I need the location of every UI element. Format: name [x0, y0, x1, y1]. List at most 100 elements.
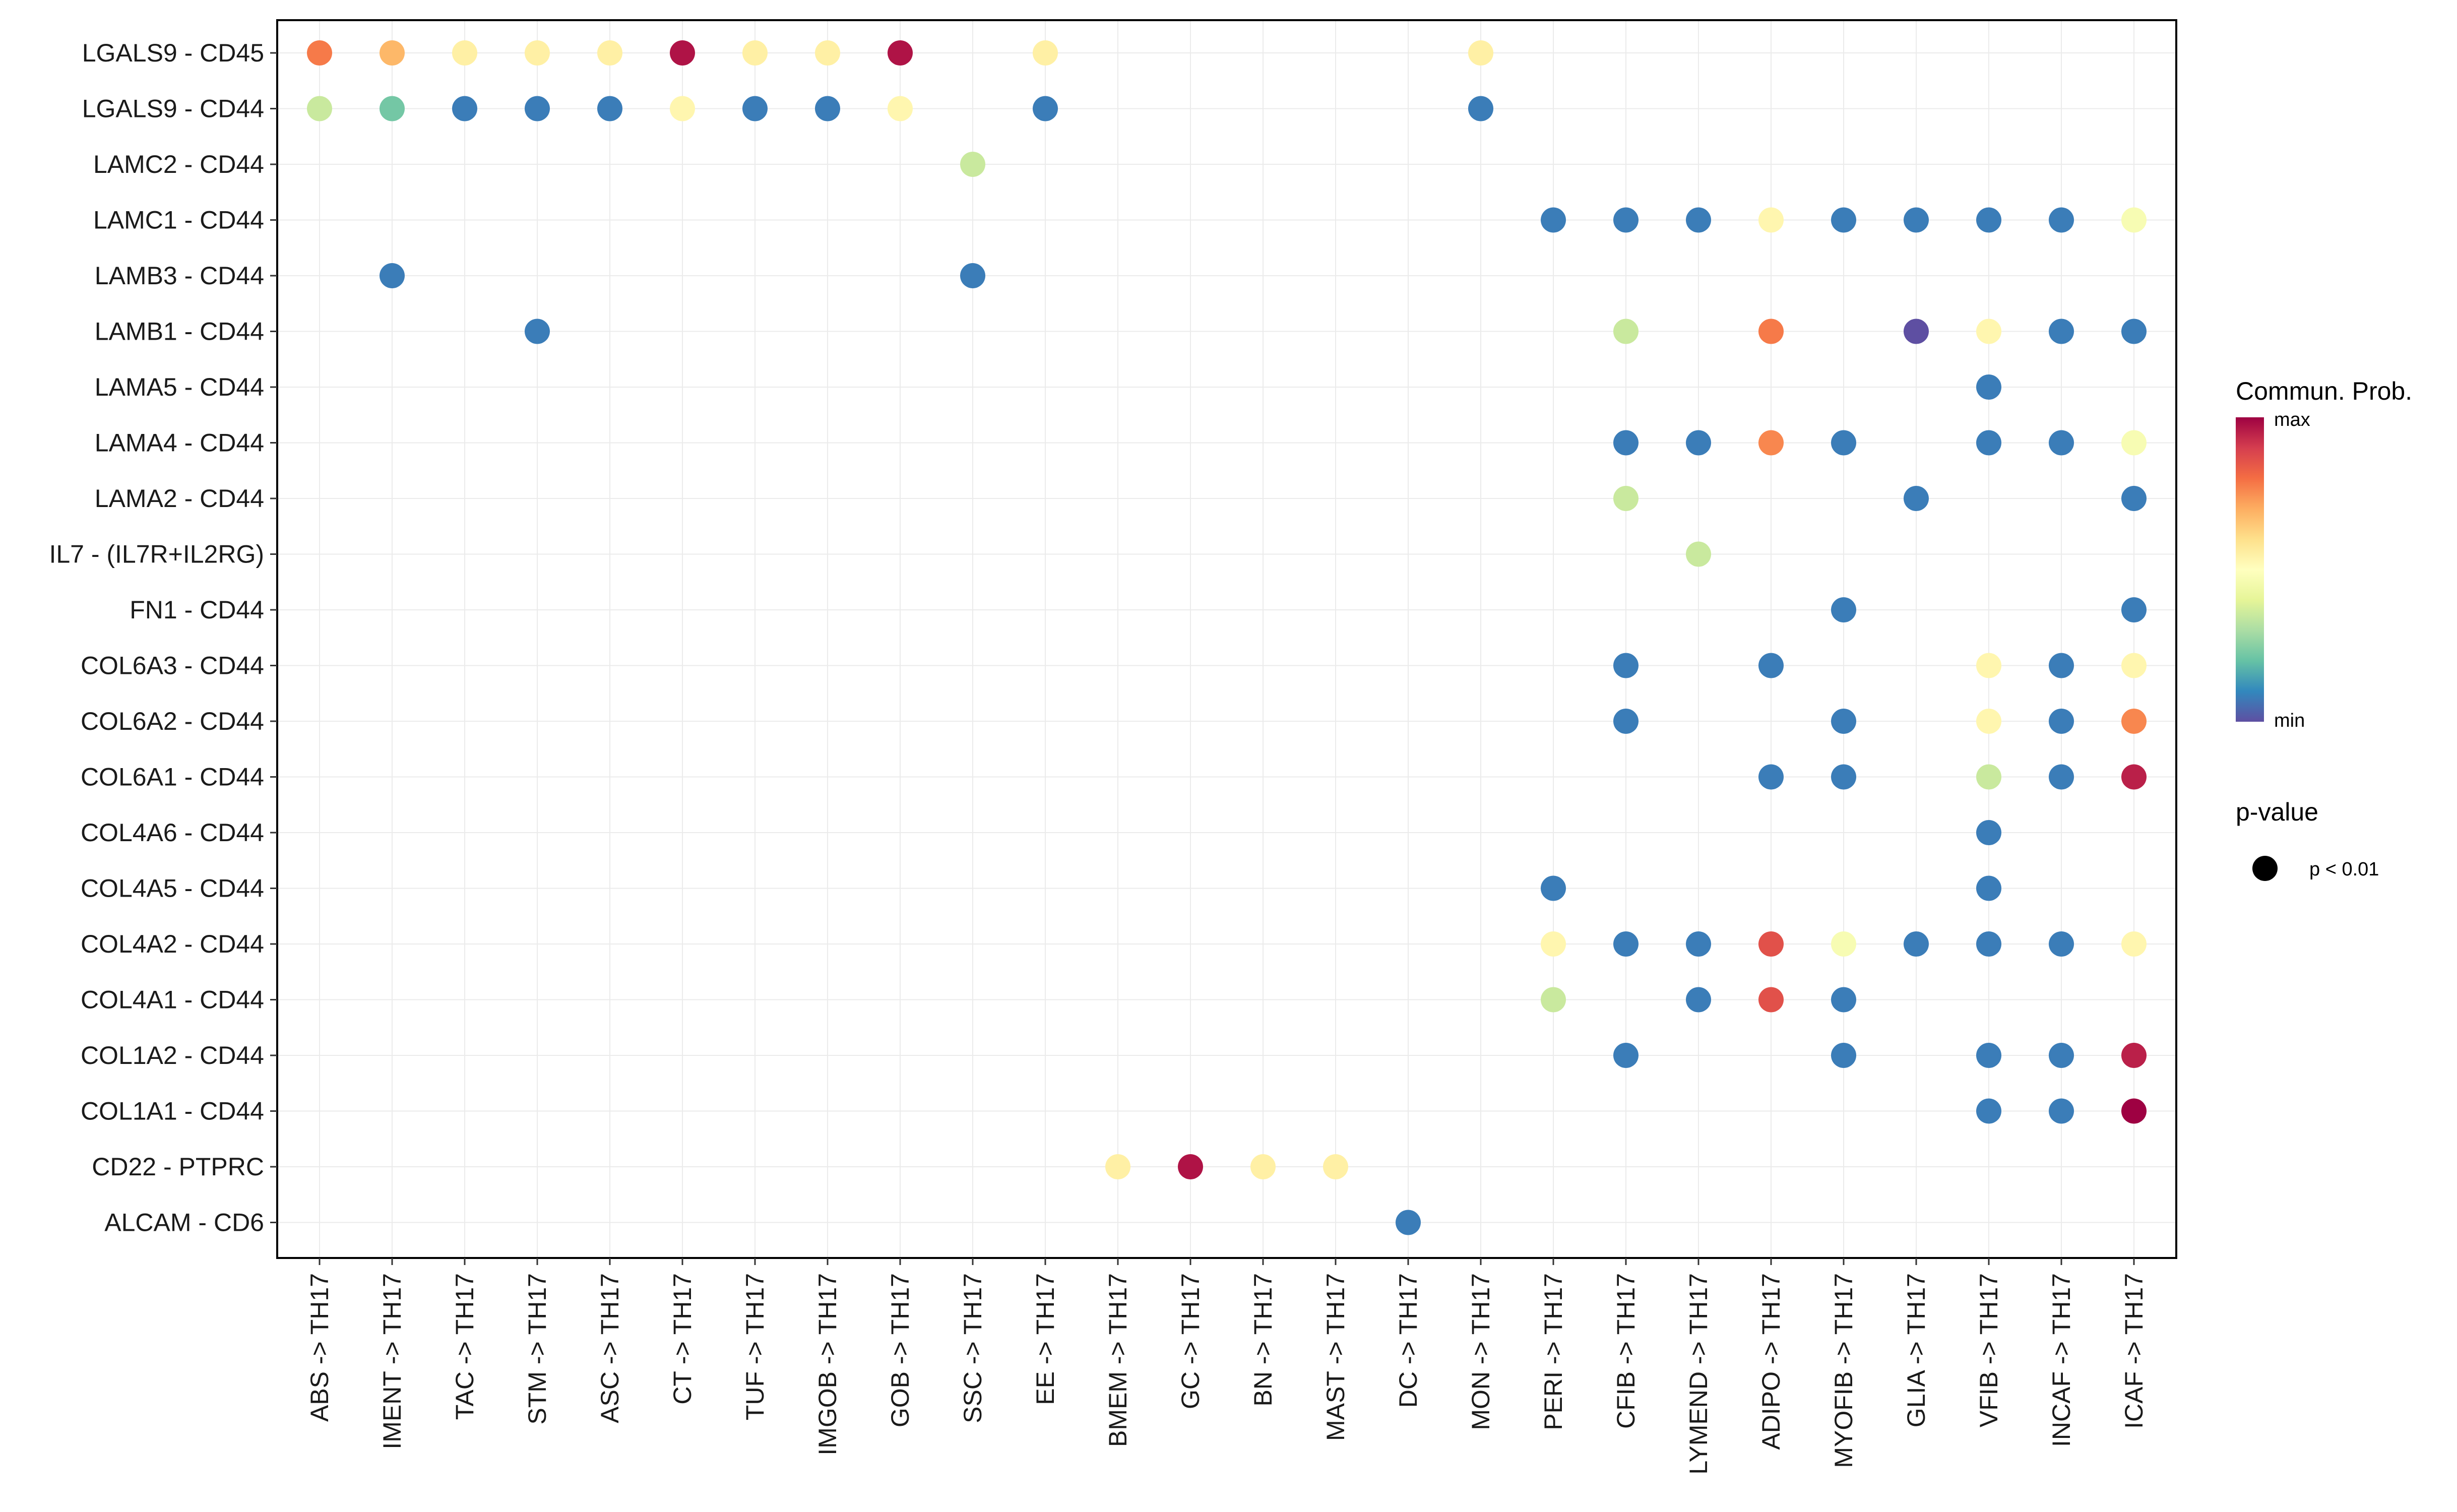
x-tick-label: LYMEND -> TH17	[1684, 1273, 1713, 1475]
data-point	[2121, 709, 2147, 734]
data-point	[1613, 319, 1639, 344]
data-point	[1686, 430, 1711, 456]
x-tick-label: GLIA -> TH17	[1902, 1273, 1930, 1427]
data-point	[1323, 1154, 1348, 1179]
y-tick-label: COL4A2 - CD44	[81, 930, 264, 958]
data-point	[1758, 764, 1784, 790]
data-point	[1613, 931, 1639, 957]
data-point	[1105, 1154, 1130, 1179]
data-point	[1468, 96, 1493, 121]
data-point	[1541, 931, 1566, 957]
x-tick-label: TUF -> TH17	[741, 1273, 769, 1420]
y-tick-label: IL7 - (IL7R+IL2RG)	[49, 540, 264, 569]
x-tick-label: ICAF -> TH17	[2120, 1273, 2148, 1429]
x-tick-label: SSC -> TH17	[959, 1273, 987, 1423]
y-axis-ticks: LGALS9 - CD45 LGALS9 - CD44 LAMC2 - CD44 LA…	[49, 39, 277, 1237]
x-tick-label: GOB -> TH17	[886, 1273, 914, 1427]
data-point	[525, 96, 550, 121]
data-point	[1976, 319, 2001, 344]
x-tick-label: IMENT -> TH17	[378, 1273, 406, 1450]
data-point	[670, 96, 695, 121]
data-point	[307, 40, 332, 66]
size-legend: p-value p < 0.01	[2236, 798, 2379, 881]
data-point	[1613, 430, 1639, 456]
x-tick-label: CFIB -> TH17	[1612, 1273, 1640, 1429]
data-point	[1613, 486, 1639, 511]
color-legend-bar	[2236, 417, 2264, 722]
data-point	[380, 40, 405, 66]
data-point	[1976, 709, 2001, 734]
data-point	[2049, 931, 2074, 957]
data-point	[1686, 987, 1711, 1013]
data-point	[2121, 1098, 2147, 1124]
data-point	[1976, 931, 2001, 957]
data-point	[1613, 1043, 1639, 1068]
data-point	[2121, 764, 2147, 790]
x-tick-label: PERI -> TH17	[1539, 1273, 1567, 1430]
y-tick-label: COL1A1 - CD44	[81, 1097, 264, 1125]
y-tick-label: LGALS9 - CD44	[82, 95, 264, 123]
data-point	[2049, 764, 2074, 790]
data-point	[452, 96, 477, 121]
data-point	[2121, 430, 2147, 456]
y-tick-label: CD22 - PTPRC	[92, 1153, 264, 1181]
x-tick-label: STM -> TH17	[523, 1273, 551, 1425]
y-tick-label: COL6A3 - CD44	[81, 652, 264, 680]
plot-border	[276, 19, 2177, 1259]
y-tick-label: COL6A2 - CD44	[81, 707, 264, 735]
data-point	[2049, 1098, 2074, 1124]
data-point	[1976, 430, 2001, 456]
x-tick-label: BN -> TH17	[1249, 1273, 1277, 1406]
x-tick-label: EE -> TH17	[1031, 1273, 1059, 1405]
data-point	[2049, 709, 2074, 734]
data-point	[1904, 486, 1929, 511]
data-point	[597, 40, 622, 66]
data-point	[1541, 875, 1566, 901]
size-legend-title: p-value	[2236, 798, 2318, 826]
data-point	[1976, 820, 2001, 845]
x-tick-label: GC -> TH17	[1176, 1273, 1205, 1409]
data-point	[1831, 764, 1856, 790]
data-point	[1613, 653, 1639, 678]
data-point	[1250, 1154, 1276, 1179]
y-tick-label: LAMC1 - CD44	[93, 206, 264, 234]
data-point	[2121, 486, 2147, 511]
data-point	[1831, 430, 1856, 456]
data-point	[1904, 319, 1929, 344]
data-point	[1976, 653, 2001, 678]
data-point	[1613, 709, 1639, 734]
data-point	[2049, 319, 2074, 344]
x-tick-label: VFIB -> TH17	[1975, 1273, 2003, 1427]
x-tick-label: ABS -> TH17	[305, 1273, 334, 1422]
y-tick-label: COL4A1 - CD44	[81, 986, 264, 1014]
data-point	[1613, 207, 1639, 233]
data-point	[1033, 96, 1058, 121]
x-tick-label: ADIPO -> TH17	[1757, 1273, 1785, 1450]
x-tick-label: CT -> TH17	[668, 1273, 697, 1405]
x-tick-label: ASC -> TH17	[596, 1273, 624, 1423]
data-point	[1976, 1043, 2001, 1068]
data-point	[1178, 1154, 1203, 1179]
data-point	[1541, 987, 1566, 1013]
y-tick-label: COL6A1 - CD44	[81, 763, 264, 791]
y-tick-label: FN1 - CD44	[130, 596, 264, 624]
y-tick-label: LAMB3 - CD44	[95, 262, 264, 290]
x-tick-label: TAC -> TH17	[451, 1273, 479, 1420]
color-legend: Commun. Prob. max min	[2236, 377, 2412, 731]
data-point	[1831, 1043, 1856, 1068]
data-point	[1831, 207, 1856, 233]
data-point	[1904, 931, 1929, 957]
data-point	[2121, 319, 2147, 344]
data-point	[888, 96, 913, 121]
color-legend-title: Commun. Prob.	[2236, 377, 2412, 405]
data-point	[1758, 931, 1784, 957]
x-tick-label: IMGOB -> TH17	[813, 1273, 842, 1456]
data-point	[2049, 1043, 2074, 1068]
y-tick-label: COL4A5 - CD44	[81, 874, 264, 903]
data-point	[742, 96, 768, 121]
data-point	[1686, 541, 1711, 567]
data-point	[2049, 430, 2074, 456]
data-point	[1758, 430, 1784, 456]
y-tick-label: COL4A6 - CD44	[81, 818, 264, 847]
